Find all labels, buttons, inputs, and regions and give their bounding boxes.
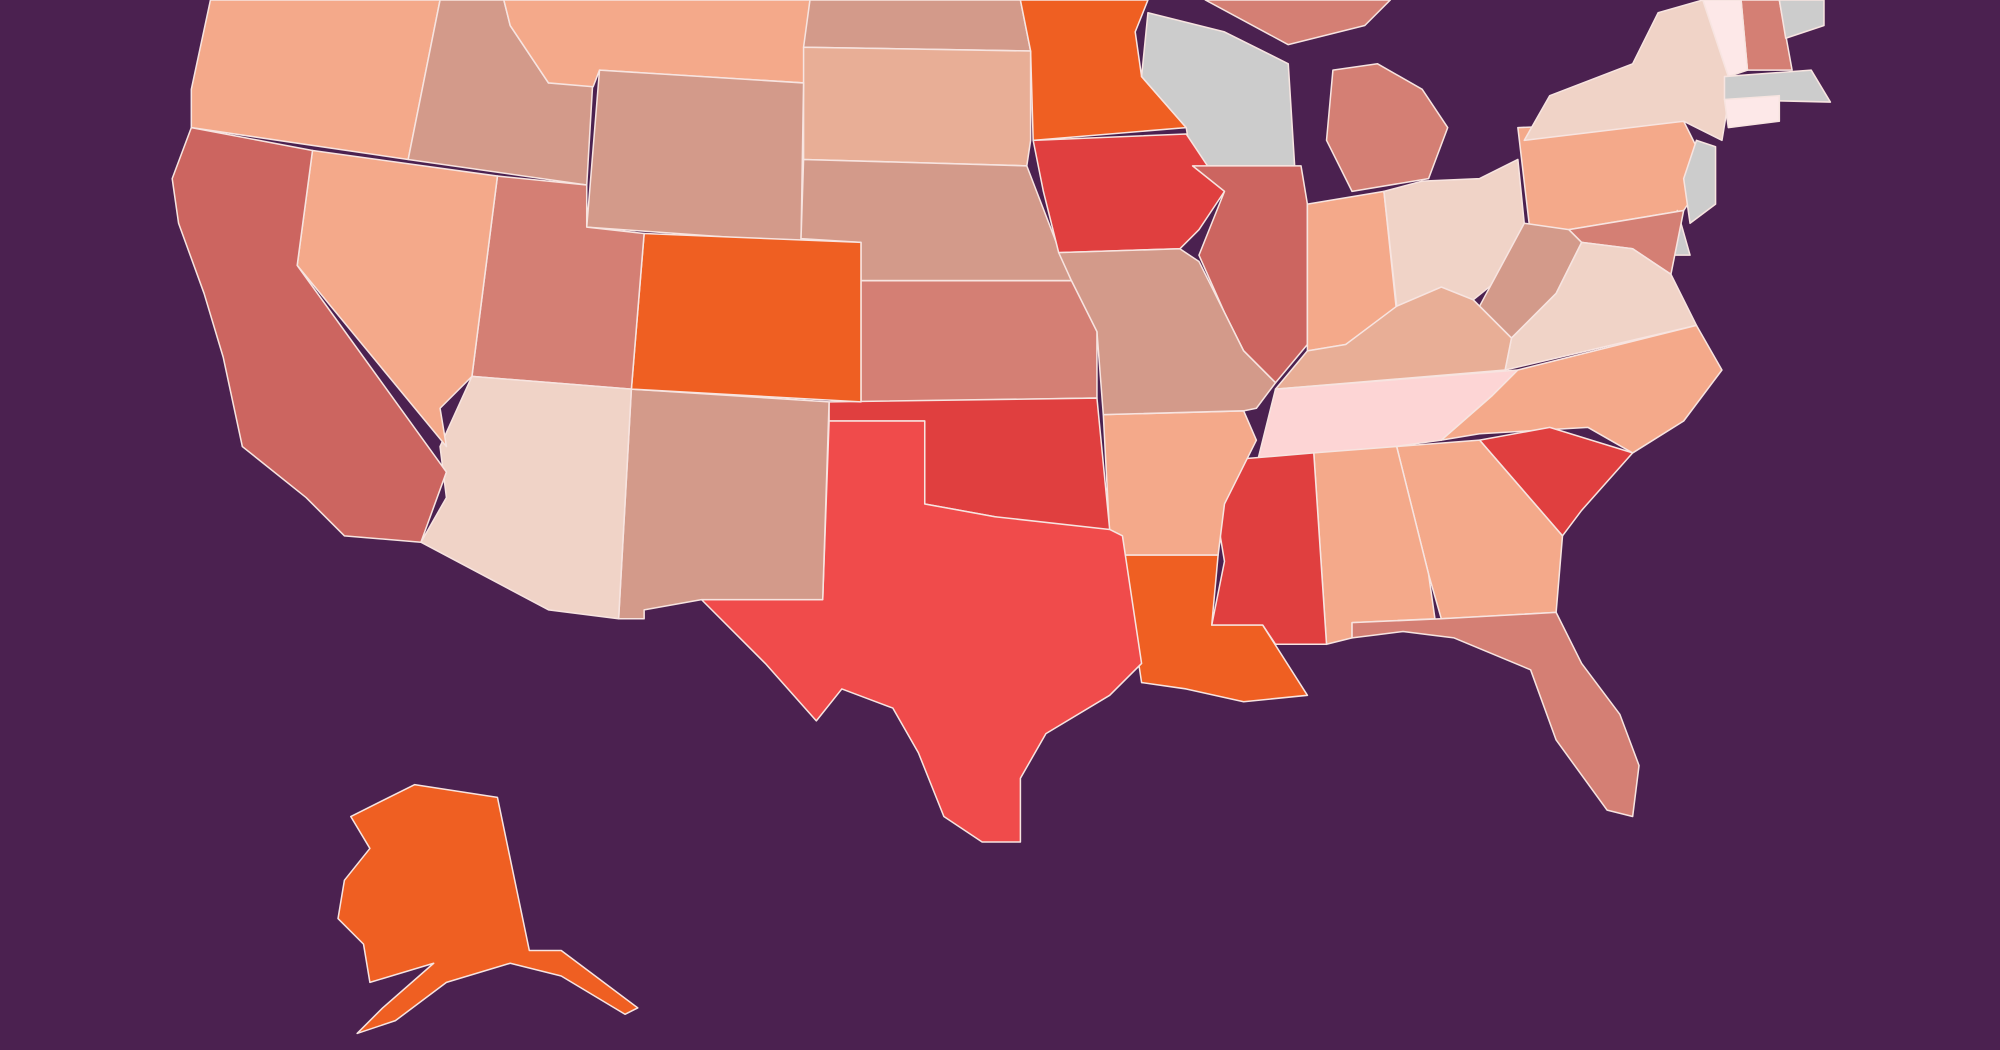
region [1682, 139, 1717, 225]
region [585, 69, 805, 244]
region [617, 388, 830, 620]
region [1121, 554, 1309, 703]
region [630, 232, 862, 403]
region [1440, 324, 1723, 454]
region [1351, 611, 1640, 818]
region [337, 783, 639, 1035]
region [802, 0, 1032, 52]
region [171, 126, 448, 543]
region [700, 420, 1143, 843]
region [1274, 286, 1513, 390]
region [1204, 0, 1392, 46]
region [1723, 94, 1781, 129]
region [1032, 133, 1226, 254]
region [1504, 241, 1698, 371]
region [1778, 0, 1825, 40]
region [860, 279, 1098, 403]
region [802, 46, 1032, 167]
region [1325, 63, 1449, 193]
region [420, 375, 633, 620]
region [1723, 69, 1832, 103]
region [1702, 0, 1749, 78]
